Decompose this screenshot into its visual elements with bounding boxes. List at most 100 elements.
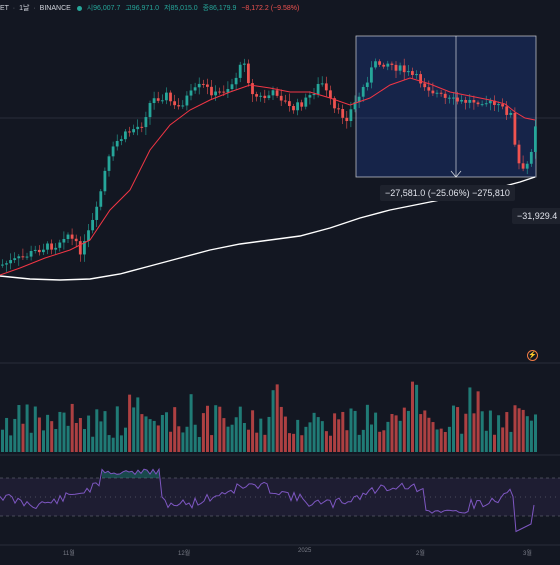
volume-bar <box>74 423 78 452</box>
volume-bars <box>1 381 537 452</box>
candle <box>255 94 258 97</box>
volume-bar <box>484 430 488 452</box>
candle <box>312 94 316 96</box>
candle <box>329 90 332 99</box>
volume-bar <box>242 422 246 452</box>
candle <box>62 238 66 243</box>
candle <box>259 95 263 97</box>
volume-bar <box>292 433 296 452</box>
interval[interactable]: 1날 <box>19 5 30 12</box>
volume-bar <box>398 420 402 452</box>
volume-bar <box>415 384 419 452</box>
volume-bar <box>382 430 386 452</box>
volume-bar <box>283 416 287 452</box>
candle <box>505 106 509 115</box>
candle <box>423 83 427 88</box>
candle <box>226 89 230 93</box>
volume-bar <box>160 414 164 452</box>
candle <box>324 83 328 91</box>
volume-bar <box>464 413 468 452</box>
candles <box>1 58 537 272</box>
candle <box>296 102 299 111</box>
volume-bar <box>140 414 144 452</box>
price-tag: −31,929.4 <box>512 208 560 224</box>
candle <box>493 100 496 105</box>
volume-bar <box>263 434 267 452</box>
candle <box>501 104 504 107</box>
exchange: BINANCE <box>39 5 71 12</box>
volume-bar <box>443 431 447 452</box>
candle <box>54 247 58 250</box>
volume-bar <box>497 415 501 452</box>
candle <box>165 92 168 101</box>
volume-bar <box>406 410 410 452</box>
volume-bar <box>5 417 9 452</box>
candle <box>357 96 361 103</box>
candle <box>119 139 123 141</box>
candle <box>206 84 209 87</box>
candle <box>189 90 193 96</box>
candle <box>95 206 99 220</box>
volume-bar <box>70 403 74 452</box>
volume-bar <box>95 409 99 452</box>
candle <box>431 90 435 94</box>
volume-bar <box>517 408 521 452</box>
volume-bar <box>42 430 45 452</box>
candle <box>140 126 144 128</box>
candle <box>374 61 377 68</box>
volume-bar <box>419 414 423 452</box>
volume-bar <box>218 406 222 452</box>
volume-bar <box>333 413 337 452</box>
ohlc-change: −8,172.2 (−9.58%) <box>241 5 300 12</box>
volume-bar <box>58 411 62 452</box>
volume-bar <box>505 412 509 452</box>
candle <box>185 95 189 106</box>
candle <box>386 63 390 67</box>
candle <box>21 256 25 258</box>
volume-bar <box>173 407 177 452</box>
candle <box>74 238 78 242</box>
ohlc-open: 시96,007.7 <box>86 5 121 12</box>
volume-bar <box>185 426 189 452</box>
volume-bar <box>119 435 123 452</box>
candle <box>398 65 402 71</box>
candle <box>382 64 386 67</box>
volume-bar <box>390 413 394 452</box>
candle <box>29 251 33 257</box>
candle <box>517 144 521 164</box>
volume-bar <box>279 406 283 452</box>
candle <box>521 163 525 169</box>
candle <box>497 104 500 106</box>
bolt-icon[interactable]: ⚡ <box>527 350 538 361</box>
volume-bar <box>267 416 271 452</box>
candle <box>435 92 439 94</box>
volume-bar <box>222 418 226 452</box>
volume-bar <box>29 432 33 452</box>
candle <box>9 260 12 264</box>
volume-bar <box>423 410 427 452</box>
candle <box>251 83 254 95</box>
candle <box>480 104 484 106</box>
measure-box[interactable] <box>355 35 537 178</box>
volume-bar <box>136 397 140 452</box>
volume-bar <box>324 431 328 452</box>
volume-bar <box>275 384 279 452</box>
candle <box>107 156 111 171</box>
candle <box>91 219 94 231</box>
symbol[interactable]: ET <box>0 5 9 12</box>
volume-bar <box>345 430 349 452</box>
candle <box>341 109 345 118</box>
volume-bar <box>124 427 127 452</box>
candle <box>152 98 156 104</box>
volume-bar <box>115 406 119 452</box>
symbol-header: ET · 1날 · BINANCE 시96,007.7 고96,971.0 저8… <box>0 5 300 12</box>
candle <box>193 87 197 91</box>
candle <box>402 65 406 73</box>
candle <box>17 256 21 259</box>
rsi-overbought-fill <box>102 469 159 478</box>
candle <box>394 64 398 71</box>
candle <box>115 140 119 147</box>
volume-bar <box>197 437 201 452</box>
